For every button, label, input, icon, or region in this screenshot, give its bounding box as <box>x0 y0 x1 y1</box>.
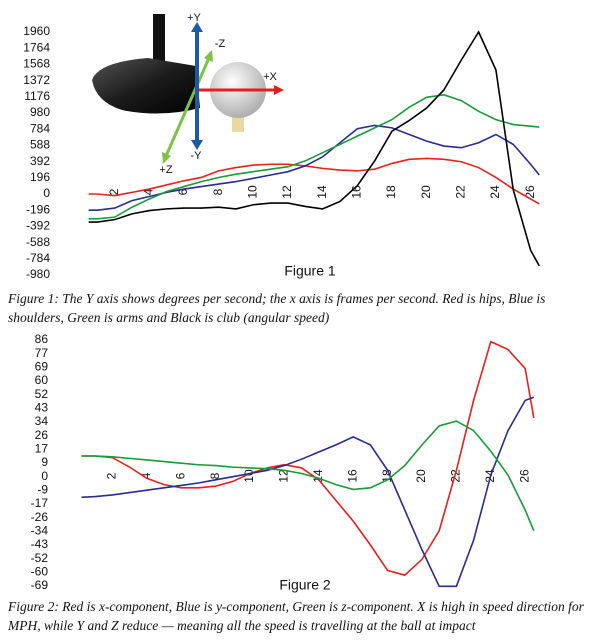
x-arrowhead <box>274 85 284 95</box>
x-tick-label: 8 <box>208 472 222 479</box>
x-tick-label: 10 <box>245 185 259 199</box>
y-tick-label: 784 <box>30 121 50 135</box>
z-arrow <box>164 57 211 157</box>
y-tick-label: 980 <box>30 105 50 119</box>
y-tick-label: -60 <box>31 565 49 579</box>
y-tick-label: 60 <box>35 373 49 387</box>
x-tick-label: 4 <box>141 188 155 195</box>
axis-annotation: -Y <box>191 150 203 162</box>
x-tick-label: 20 <box>414 469 428 483</box>
y-tick-label: -588 <box>26 235 50 249</box>
y-tick-label: 1568 <box>23 57 50 71</box>
y-tick-label: -34 <box>31 524 49 538</box>
series-line <box>88 94 540 220</box>
y-arrowhead-bottom <box>191 140 203 150</box>
y-tick-label: 1176 <box>24 89 50 103</box>
series-line <box>81 340 535 577</box>
x-tick-label: 26 <box>517 469 531 483</box>
y-tick-label: 77 <box>35 346 49 360</box>
y-tick-label: 17 <box>35 442 49 456</box>
y-arrowhead-top <box>191 22 203 32</box>
x-tick-label: 6 <box>173 472 187 479</box>
x-tick-label: 20 <box>419 185 433 199</box>
series-line <box>88 157 540 205</box>
caption: Figure 1: The Y axis shows degrees per s… <box>8 291 546 325</box>
y-tick-label: 34 <box>35 414 49 428</box>
chart-title: Figure 1 <box>284 263 336 279</box>
y-tick-label: 1764 <box>23 40 50 54</box>
x-tick-label: 18 <box>384 185 398 199</box>
x-tick-label: 22 <box>453 185 467 199</box>
z-arrowhead-bottom <box>162 152 171 164</box>
y-tick-label: -17 <box>31 496 49 510</box>
caption: Figure 2: Red is x-component, Blue is y-… <box>8 599 584 633</box>
x-tick-label: 2 <box>107 188 121 195</box>
series-line <box>81 396 535 588</box>
chart-title: Figure 2 <box>279 577 331 593</box>
x-tick-label: 4 <box>139 472 153 479</box>
y-tick-label: 86 <box>35 332 49 346</box>
y-tick-label: -43 <box>31 537 49 551</box>
club-shaft <box>153 14 165 64</box>
x-tick-label: 24 <box>488 185 502 199</box>
golf-illustration <box>92 14 284 164</box>
y-tick-label: 0 <box>41 469 48 483</box>
axis-annotation: +X <box>263 71 277 83</box>
y-tick-label: -52 <box>31 551 49 565</box>
y-tick-label: 43 <box>35 401 49 415</box>
y-tick-label: 392 <box>30 154 50 168</box>
x-tick-label: 14 <box>315 185 329 199</box>
y-tick-label: 52 <box>35 387 49 401</box>
y-tick-label: 9 <box>41 455 48 469</box>
z-arrowhead-top <box>204 50 213 62</box>
y-tick-label: 196 <box>30 170 50 184</box>
x-tick-label: 12 <box>277 469 291 483</box>
series-line <box>81 420 535 532</box>
x-tick-label: 26 <box>523 185 537 199</box>
x-tick-label: 12 <box>280 185 294 199</box>
y-tick-label: 0 <box>43 186 50 200</box>
club-head <box>92 58 200 114</box>
y-tick-label: -26 <box>31 510 49 524</box>
series-line <box>88 30 540 267</box>
y-tick-label: 1960 <box>23 24 50 38</box>
x-tick-label: 2 <box>105 472 119 479</box>
y-tick-label: 1372 <box>23 73 50 87</box>
y-tick-label: -784 <box>26 251 50 265</box>
x-tick-label: 18 <box>380 469 394 483</box>
x-tick-label: 16 <box>349 185 363 199</box>
y-tick-label: -69 <box>31 578 49 592</box>
axis-annotation: -Z <box>215 38 226 50</box>
y-tick-label: -392 <box>26 219 50 233</box>
y-tick-label: 69 <box>35 360 49 374</box>
y-tick-label: -9 <box>37 483 48 497</box>
axis-annotation: +Y <box>187 12 201 24</box>
y-tick-label: -196 <box>26 202 50 216</box>
y-tick-label: 26 <box>35 428 49 442</box>
x-tick-label: 8 <box>211 188 225 195</box>
y-tick-label: -980 <box>26 267 50 281</box>
y-tick-label: 588 <box>30 138 50 152</box>
x-tick-label: 16 <box>345 469 359 483</box>
axis-annotation: +Z <box>159 164 172 176</box>
x-tick-label: 6 <box>176 188 190 195</box>
